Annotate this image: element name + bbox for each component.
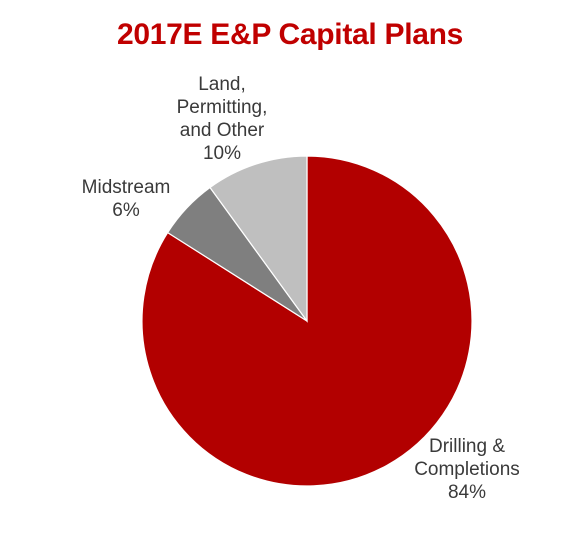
chart-title: 2017E E&P Capital Plans <box>116 18 464 51</box>
pie-slices <box>141 155 473 487</box>
pie-slice-land-permitting-and-other <box>209 155 308 323</box>
slice-label-midstream: Midstream 6% <box>82 177 171 221</box>
slice-label-drilling-completions: Drilling & Completions 84% <box>414 436 520 503</box>
slice-label-land-permitting-and-other: Land, Permitting, and Other 10% <box>177 74 268 164</box>
slice-labels: Drilling & Completions 84% Midstream 6%Land,… <box>82 74 520 503</box>
